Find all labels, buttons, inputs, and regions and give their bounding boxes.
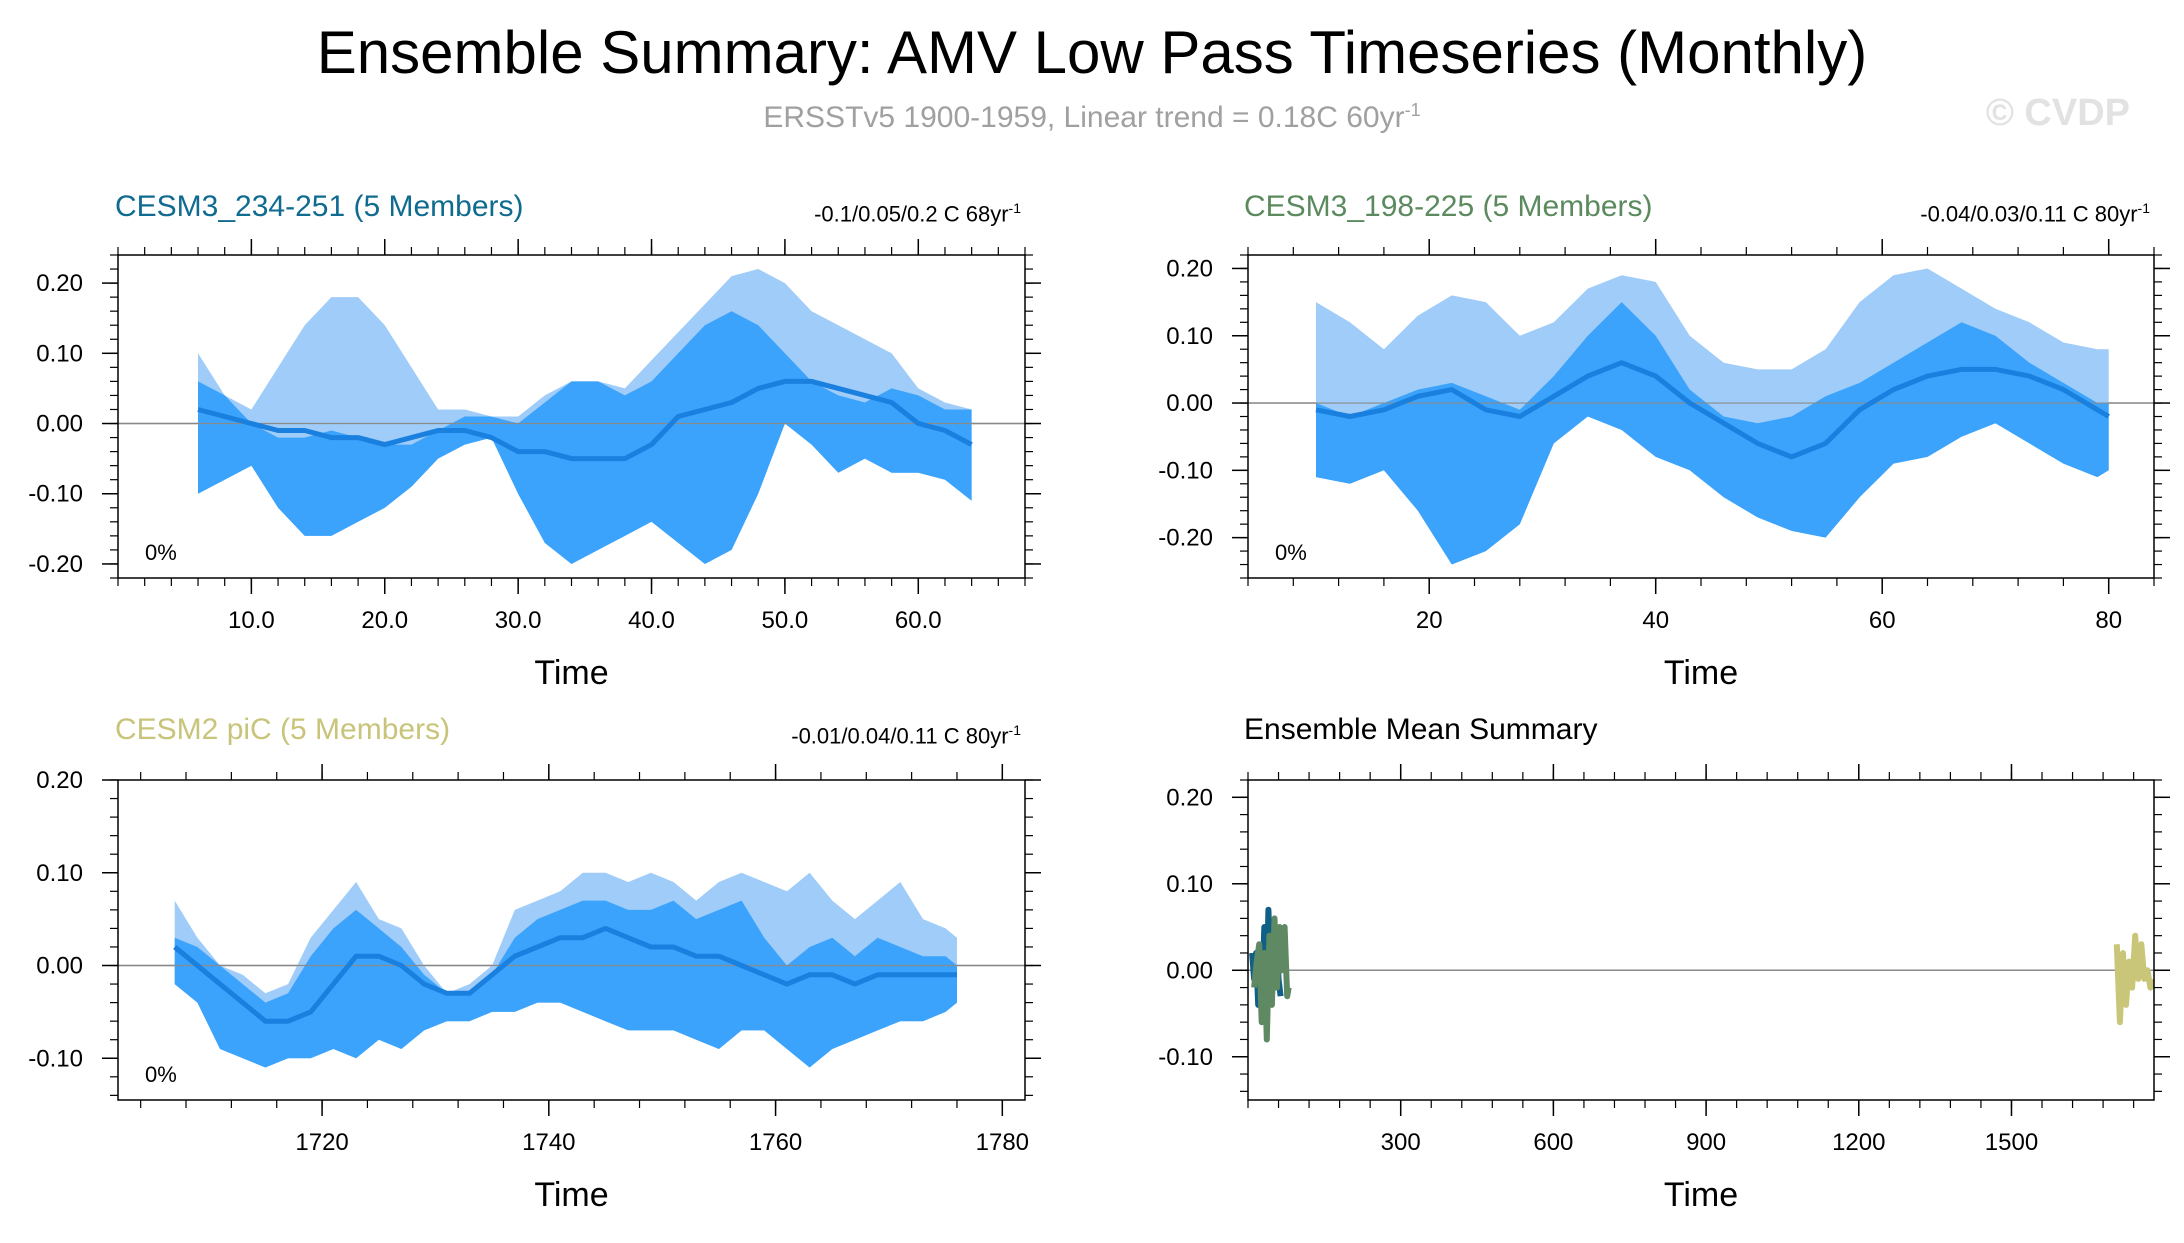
panel-1-ensemble-mean-line [197, 378, 973, 462]
panel-2-stats-sup: -1 [2137, 200, 2150, 216]
subtitle: ERSSTv5 1900-1959, Linear trend = 0.18C … [0, 100, 2184, 135]
panel-2-percent-label: 0% [1275, 540, 1307, 565]
panel-1-x-tick-label: 30.0 [495, 607, 542, 634]
panel-3-x-tick-label: 1760 [749, 1129, 802, 1156]
panel-2-y-tick-label: 0.20 [1166, 255, 1213, 282]
panel-4-x-tick-label: 1500 [1985, 1129, 2038, 1156]
panel-2-x-tick-label: 20 [1416, 607, 1443, 634]
panel-1-x-tick-label: 60.0 [895, 607, 942, 634]
panel-1-y-tick-label: -0.20 [28, 551, 83, 578]
panel-4-x-tick-label: 900 [1686, 1129, 1726, 1156]
panel-4-y-tick-label: 0.10 [1166, 871, 1213, 898]
panel-1-stats: -0.1/0.05/0.2 C 68yr-1 [814, 200, 1021, 227]
panel-2-x-tick-label: 40 [1642, 607, 1669, 634]
panel-1-x-tick-label: 10.0 [228, 607, 275, 634]
panel-4-plot-frame [1247, 779, 2155, 1101]
panel-2-spread-band-dark [1316, 302, 2109, 565]
panel-1-x-axis-title: Time [534, 654, 608, 692]
panel-3-x-tick-label: 1740 [522, 1129, 575, 1156]
panel-3-spread-band-light [174, 872, 957, 1068]
panel-1-y-tick-label: 0.00 [36, 411, 83, 438]
panel-3-stats-sup: -1 [1008, 722, 1021, 738]
panel-1-plot-frame [117, 254, 1026, 579]
panel-4-x-tick-label: 1200 [1832, 1129, 1885, 1156]
panel-2-spread-band-light [1316, 268, 2109, 565]
panel-1-y-tick-label: 0.10 [36, 340, 83, 367]
panel-4-x-tick-label: 300 [1381, 1129, 1421, 1156]
panel-2-x-tick-label: 80 [2095, 607, 2122, 634]
panel-4-series-1-line [1249, 906, 1284, 1017]
panel-1-stats-sup: -1 [1008, 200, 1021, 216]
panel-1-y-tick-label: 0.20 [36, 270, 83, 297]
panel-1-x-tick-label: 40.0 [628, 607, 675, 634]
watermark: © CVDP [1985, 92, 2130, 134]
panel-1-x-tick-label: 50.0 [762, 607, 809, 634]
panel-3-y-tick-label: 0.00 [36, 953, 83, 980]
panel-1-title: CESM3_234-251 (5 Members) [115, 190, 524, 223]
main-title: Ensemble Summary: AMV Low Pass Timeserie… [316, 19, 1868, 86]
panel-2-y-tick-label: -0.10 [1158, 457, 1213, 484]
panel-4-title: Ensemble Mean Summary [1244, 713, 1598, 746]
panel-3-plot-frame [117, 779, 1026, 1101]
panel-3-y-tick-label: -0.10 [28, 1045, 83, 1072]
panel-3-spread-band-dark [174, 900, 957, 1068]
panel-1-stats-text: -0.1/0.05/0.2 C 68yr [814, 201, 1009, 227]
panel-1-y-tick-label: -0.10 [28, 481, 83, 508]
panel-1-spread-band-dark [198, 311, 972, 564]
panel-2-ensemble-mean-line [1315, 360, 2110, 460]
panel-4-y-tick-label: 0.00 [1166, 957, 1213, 984]
subtitle-superscript: -1 [1404, 100, 1421, 120]
panel-2-y-tick-label: -0.20 [1158, 525, 1213, 552]
panel-2-y-tick-label: 0.00 [1166, 390, 1213, 417]
panel-3-y-tick-label: 0.20 [36, 767, 83, 794]
panel-1-x-tick-label: 20.0 [361, 607, 408, 634]
panel-2-stats: -0.04/0.03/0.11 C 80yr-1 [1920, 200, 2150, 227]
panel-4-series-3-line [2113, 932, 2155, 1026]
panel-1-spread-band-light [198, 269, 972, 564]
panel-3-ensemble-mean-line [173, 925, 957, 1024]
panel-4-y-tick-label: -0.10 [1158, 1044, 1213, 1071]
panel-2-x-tick-label: 60 [1869, 607, 1896, 634]
subtitle-text: ERSSTv5 1900-1959, Linear trend = 0.18C … [763, 101, 1405, 134]
panel-3-stats-text: -0.01/0.04/0.11 C 80yr [791, 723, 1009, 749]
panel-4-y-tick-label: 0.20 [1166, 784, 1213, 811]
panel-3-y-tick-label: 0.10 [36, 860, 83, 887]
panel-1-percent-label: 0% [145, 540, 177, 565]
panel-4-x-tick-label: 600 [1533, 1129, 1573, 1156]
panel-4-series-2-line [1251, 915, 1292, 1043]
panel-3-title: CESM2 piC (5 Members) [115, 713, 451, 746]
panel-3-x-axis-title: Time [534, 1176, 608, 1214]
panel-3-x-tick-label: 1780 [976, 1129, 1029, 1156]
panel-2-plot-frame [1247, 254, 2155, 579]
panel-3-percent-label: 0% [145, 1062, 177, 1087]
panel-4-x-axis-title: Time [1664, 1176, 1738, 1214]
panel-2-title: CESM3_198-225 (5 Members) [1244, 190, 1653, 223]
panel-3-x-tick-label: 1720 [295, 1129, 348, 1156]
panel-2-y-tick-label: 0.10 [1166, 323, 1213, 350]
panel-3-stats: -0.01/0.04/0.11 C 80yr-1 [791, 722, 1021, 749]
panel-2-stats-text: -0.04/0.03/0.11 C 80yr [1920, 201, 2138, 227]
panel-2-x-axis-title: Time [1664, 654, 1738, 692]
